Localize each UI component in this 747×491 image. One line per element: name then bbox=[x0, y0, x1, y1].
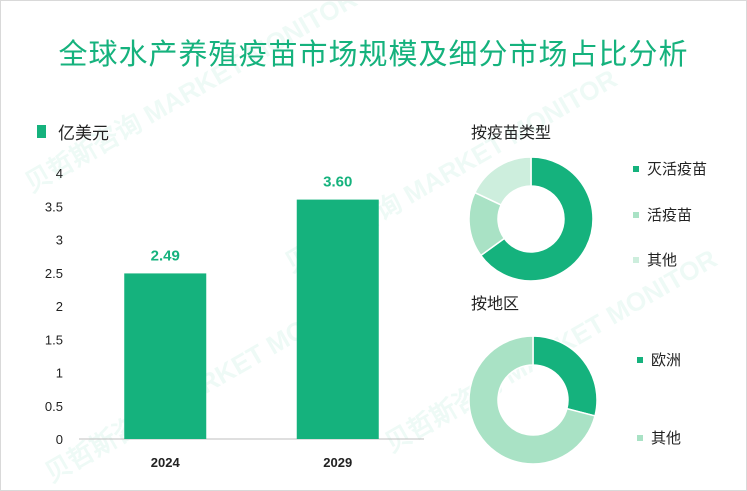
legend-swatch bbox=[633, 211, 639, 218]
legend-other-type: 其他 bbox=[633, 249, 677, 270]
donut-slice bbox=[473, 156, 532, 206]
legend-europe: 欧洲 bbox=[637, 349, 681, 370]
type-chart-title: 按疫苗类型 bbox=[471, 123, 552, 142]
legend-label: 灭活疫苗 bbox=[647, 160, 708, 178]
data-label: 3.60 bbox=[323, 174, 352, 191]
region-chart-title: 按地区 bbox=[471, 294, 520, 313]
y-tick-label: 0.5 bbox=[45, 399, 63, 414]
y-tick-label: 0 bbox=[56, 432, 63, 447]
legend-other-region: 其他 bbox=[637, 427, 681, 448]
y-tick-label: 4 bbox=[56, 166, 63, 181]
unit-label: 亿美元 bbox=[58, 124, 109, 144]
bar-legend: 亿美元 bbox=[37, 119, 109, 144]
y-tick-label: 2.5 bbox=[45, 266, 63, 281]
x-tick-label: 2029 bbox=[323, 455, 352, 470]
y-tick-label: 3.5 bbox=[45, 199, 63, 214]
data-label: 2.49 bbox=[151, 247, 180, 264]
legend-inactivated-vaccine: 灭活疫苗 bbox=[633, 158, 707, 179]
legend-label: 其他 bbox=[647, 251, 678, 269]
legend-swatch bbox=[633, 256, 639, 263]
legend-label: 活疫苗 bbox=[647, 206, 693, 224]
legend-live-vaccine: 活疫苗 bbox=[633, 204, 692, 225]
legend-swatch bbox=[633, 165, 639, 172]
legend-swatch bbox=[37, 125, 46, 138]
donut-slice bbox=[532, 335, 598, 417]
page-title: 全球水产养殖疫苗市场规模及细分市场占比分析 bbox=[58, 37, 689, 71]
y-tick-label: 3 bbox=[56, 233, 63, 248]
legend-swatch bbox=[637, 434, 643, 441]
donut-slice bbox=[468, 335, 596, 465]
legend-swatch bbox=[637, 356, 643, 363]
donut-slice bbox=[479, 156, 594, 282]
x-tick-label: 2024 bbox=[151, 455, 181, 470]
bar bbox=[124, 273, 207, 439]
legend-label: 欧洲 bbox=[651, 351, 682, 369]
y-tick-label: 1.5 bbox=[45, 332, 63, 347]
legend-label: 其他 bbox=[651, 429, 682, 447]
y-tick-label: 2 bbox=[56, 299, 63, 314]
y-tick-label: 1 bbox=[56, 366, 63, 381]
bar bbox=[296, 199, 379, 439]
